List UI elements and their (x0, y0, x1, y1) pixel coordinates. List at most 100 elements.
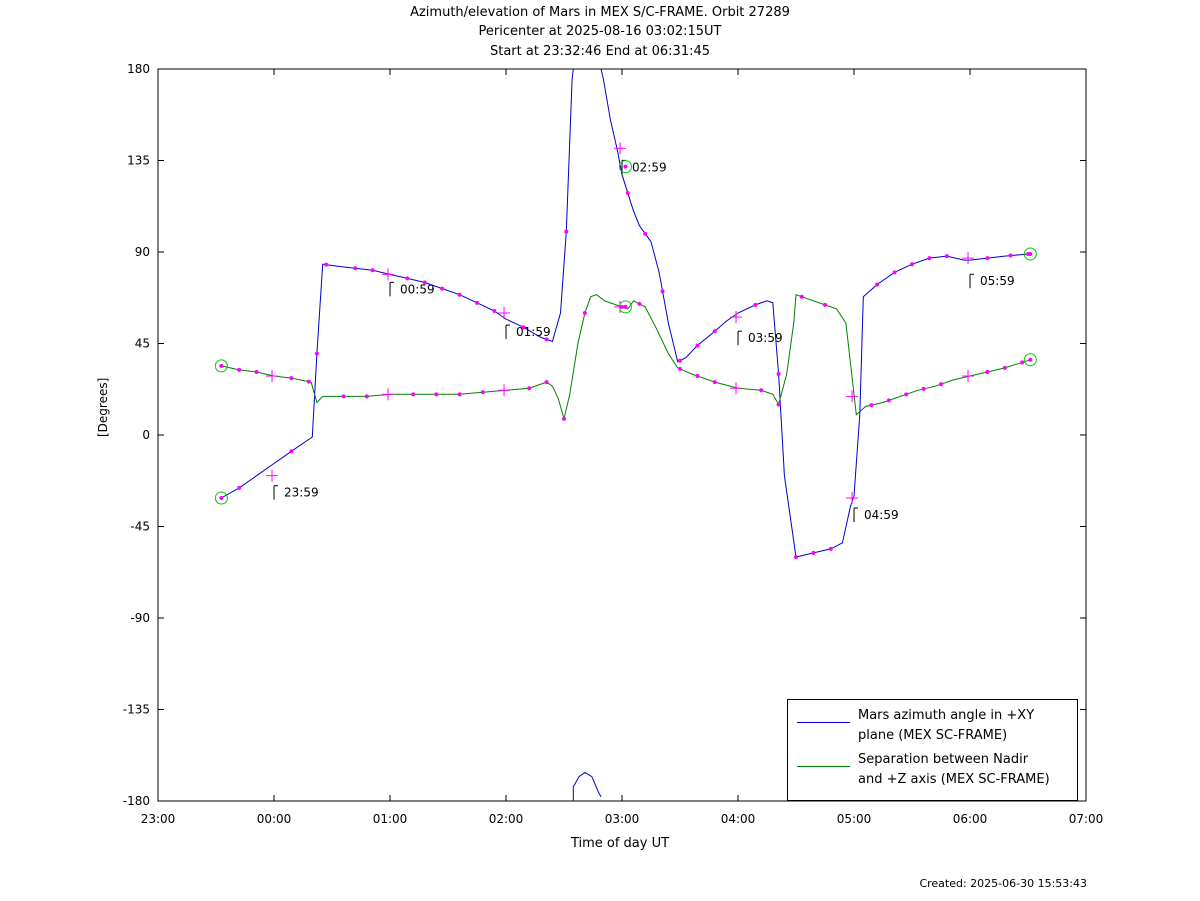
circle-marker-dot (623, 164, 628, 169)
x-tick-label: 06:00 (953, 812, 988, 826)
series-point-1 (921, 386, 926, 391)
hour-mark-label: 23:59 (284, 486, 319, 500)
series-point-0 (475, 300, 479, 305)
legend-label-separation-line2: and +Z axis (MEX SC-FRAME) (858, 772, 1050, 787)
series-point-0 (643, 231, 648, 236)
series-point-1 (527, 386, 532, 391)
hour-mark-label: 04:59 (864, 508, 899, 522)
series-point-0 (776, 372, 781, 376)
y-tick-label: 135 (127, 154, 150, 168)
series-point-0 (927, 256, 932, 261)
series-point-0 (892, 270, 897, 275)
y-axis-label: [Degrees] (96, 377, 110, 437)
series-point-1 (434, 392, 439, 397)
series-point-0 (753, 302, 758, 307)
circle-marker (1023, 247, 1037, 261)
circle-marker (214, 359, 228, 373)
legend-swatch-azimuth (797, 722, 850, 723)
x-tick-label: 23:00 (141, 812, 176, 826)
series-point-1 (939, 382, 943, 387)
chart-title-line-2: Pericenter at 2025-08-16 03:02:15UT (478, 24, 722, 39)
circle-marker (1023, 353, 1037, 367)
series-point-1 (237, 367, 242, 372)
series-point-1 (457, 392, 462, 397)
series-line-0 (221, 68, 1031, 801)
y-tick-label: 90 (135, 245, 150, 259)
series-point-1 (712, 380, 717, 385)
series-point-1 (306, 379, 311, 384)
series-point-0 (985, 256, 990, 261)
series-point-0 (521, 325, 526, 330)
series-point-1 (904, 392, 909, 397)
hour-mark-label: 03:59 (748, 331, 783, 345)
circle-marker (618, 300, 632, 314)
series-point-1 (695, 374, 700, 379)
series-point-0 (370, 268, 375, 273)
series-point-1 (823, 302, 827, 307)
y-tick-label: -45 (130, 520, 150, 534)
series-point-0 (289, 449, 294, 454)
y-tick-label: -135 (123, 703, 150, 717)
hour-mark-label: 00:59 (400, 282, 435, 296)
series-point-0 (712, 329, 717, 334)
series-point-1 (637, 301, 642, 306)
legend-label-azimuth-line2: plane (MEX SC-FRAME) (858, 728, 1008, 743)
x-tick-label: 02:00 (489, 812, 524, 826)
series-point-1 (776, 402, 781, 407)
x-tick-label: 00:00 (257, 812, 292, 826)
series-point-0 (544, 337, 549, 342)
y-tick-label: -180 (123, 794, 150, 808)
series-point-1 (289, 376, 294, 381)
series-point-1 (562, 416, 566, 421)
x-tick-label: 01:00 (373, 812, 408, 826)
series-point-0 (660, 289, 665, 294)
series-point-0 (1008, 253, 1013, 258)
y-tick-label: 0 (142, 428, 150, 442)
series-point-0 (828, 546, 833, 551)
series-point-0 (875, 282, 880, 287)
series-point-1 (886, 398, 891, 403)
series-point-0 (422, 280, 427, 285)
series-point-0 (492, 308, 497, 313)
circle-marker-dot (623, 304, 628, 309)
legend-label-separation-line1: Separation between Nadir (858, 752, 1029, 767)
series-point-0 (405, 276, 410, 281)
created-timestamp: Created: 2025-06-30 15:53:43 (919, 877, 1087, 890)
series-point-0 (324, 262, 329, 267)
circle-marker-dot (1028, 252, 1033, 257)
series-point-0 (625, 191, 630, 196)
series-point-0 (314, 351, 319, 356)
chart-title-line-3: Start at 23:32:46 End at 06:31:45 (489, 44, 711, 59)
circle-marker (618, 160, 632, 174)
x-tick-label: 03:00 (605, 812, 640, 826)
series-point-1 (480, 390, 485, 395)
series-point-0 (910, 262, 914, 267)
chart-legend: Mars azimuth angle in +XY plane (MEX SC-… (787, 699, 1078, 801)
x-tick-label: 05:00 (837, 812, 872, 826)
series-point-1 (985, 369, 990, 374)
series-point-0 (440, 286, 445, 291)
series-point-0 (564, 229, 569, 234)
y-tick-label: 180 (127, 62, 150, 76)
series-point-1 (1020, 360, 1025, 365)
hour-mark-label: 02:59 (632, 160, 667, 174)
circle-marker (214, 491, 228, 505)
series-point-1 (582, 311, 587, 315)
series-point-1 (544, 380, 549, 385)
series-point-0 (678, 358, 682, 363)
series-point-1 (254, 369, 259, 374)
series-point-0 (353, 266, 358, 271)
y-tick-label: 45 (135, 337, 150, 351)
series-point-0 (811, 550, 816, 555)
series-point-1 (869, 403, 874, 408)
x-tick-label: 07:00 (1069, 812, 1104, 826)
chart-title-line-1: Azimuth/elevation of Mars in MEX S/C-FRA… (410, 5, 790, 20)
series-point-0 (237, 485, 242, 490)
x-tick-label: 04:00 (721, 812, 756, 826)
series-point-1 (799, 294, 804, 299)
series-point-1 (759, 388, 764, 393)
x-axis-label: Time of day UT (570, 836, 670, 851)
series-point-1 (341, 394, 346, 399)
series-point-0 (457, 292, 462, 297)
